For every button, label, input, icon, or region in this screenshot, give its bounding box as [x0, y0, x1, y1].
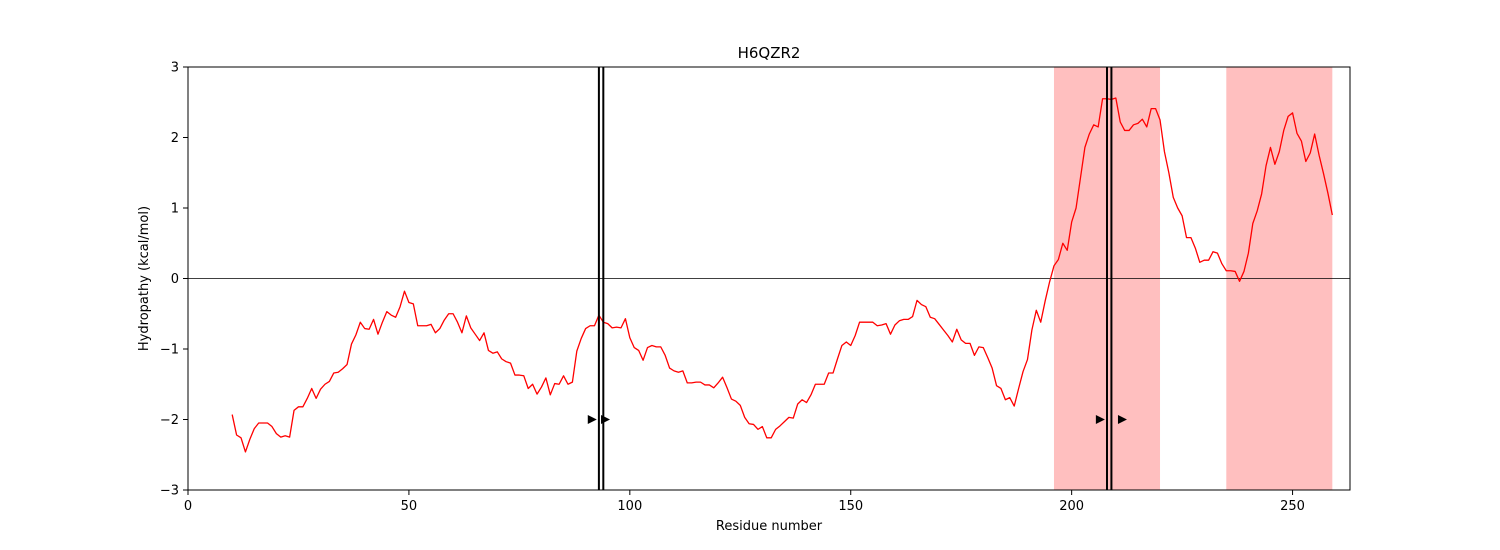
x-tick-label-200: 200: [1059, 499, 1084, 514]
series-layer: [231, 97, 1333, 453]
markers: [587, 415, 1127, 424]
series-line-1: [231, 97, 1333, 453]
y-tick-label-2: −1: [160, 343, 179, 358]
y-tick-label-4: 1: [171, 202, 179, 217]
x-tick-label-100: 100: [617, 499, 642, 514]
marker-triangle-2: [601, 415, 611, 424]
x-ticks: 0 50 100 150 200 250: [184, 490, 1305, 514]
y-tick-label-6: 3: [171, 61, 179, 76]
x-tick-label-250: 250: [1280, 499, 1305, 514]
y-tick-label-5: 2: [171, 131, 179, 146]
marker-triangle-4: [1117, 415, 1127, 424]
chart-title: H6QZR2: [738, 44, 801, 62]
x-axis-title: Residue number: [716, 519, 823, 534]
x-tick-label-0: 0: [184, 499, 192, 514]
y-tick-label-0: −3: [160, 484, 179, 499]
marker-triangle-3: [1095, 415, 1105, 424]
y-ticks: −3 −2 −1 0 1 2 3: [160, 61, 188, 499]
marker-triangle-1: [587, 415, 597, 424]
y-axis-title: Hydropathy (kcal/mol): [137, 206, 152, 351]
y-tick-label-1: −2: [160, 413, 179, 428]
x-tick-label-50: 50: [401, 499, 418, 514]
y-tick-label-3: 0: [171, 272, 179, 287]
x-tick-label-150: 150: [838, 499, 863, 514]
